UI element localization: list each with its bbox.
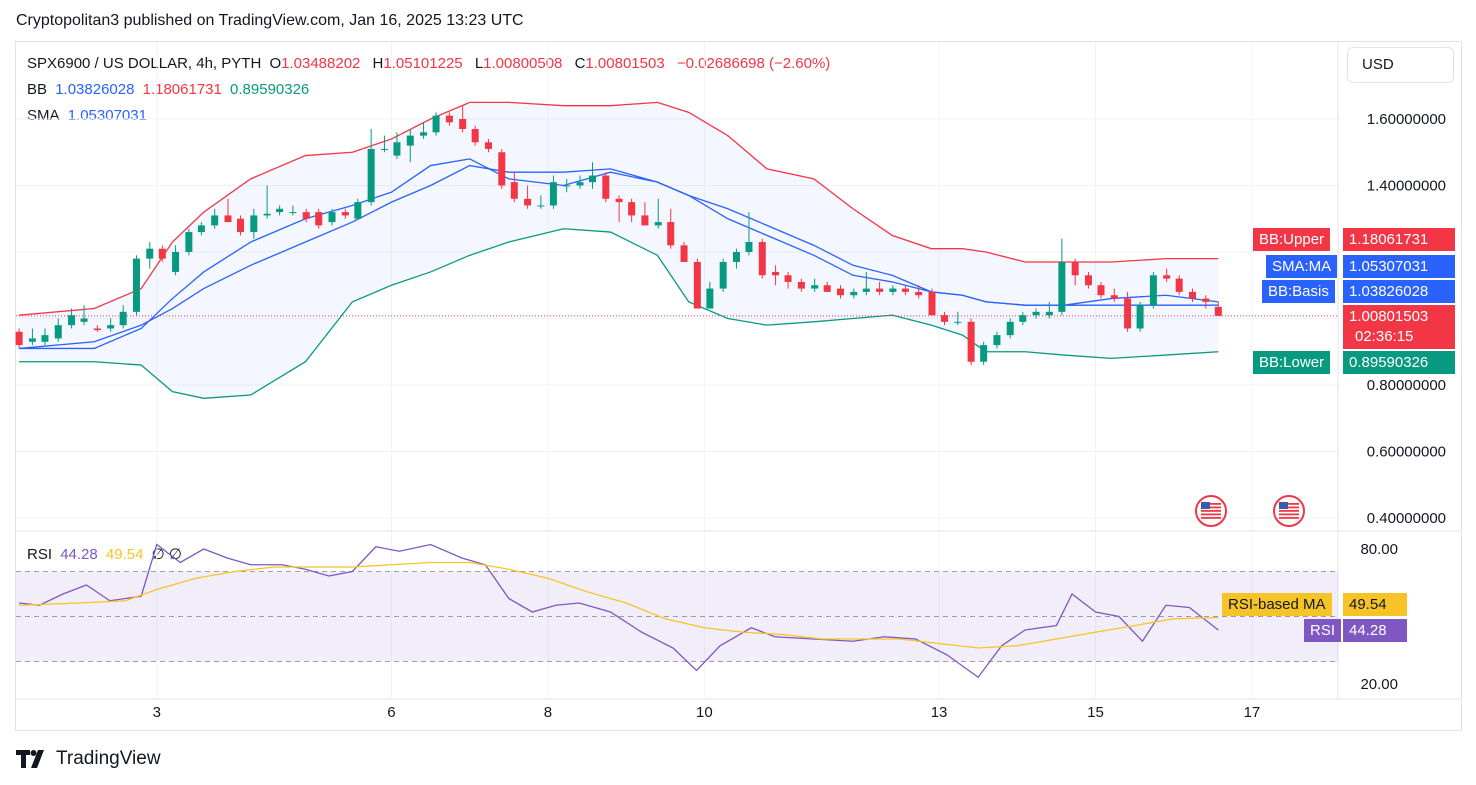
rsi-extra-values: ∅ ∅ — [151, 546, 182, 563]
bb-lower-value: 0.89590326 — [230, 81, 310, 98]
price-tag-value: 1.00801503 — [1349, 308, 1429, 325]
low-label: L — [474, 55, 484, 72]
bb-upper-tag-label: BB:Upper — [1253, 228, 1331, 251]
rsi-tag-value: 44.28 — [1343, 619, 1407, 642]
rsi-tag-label: RSI — [1304, 619, 1342, 642]
bb-basis-tag-label: BB:Basis — [1262, 280, 1335, 303]
rsi-value: 44.28 — [60, 546, 98, 563]
low-value: 1.00800508 — [483, 55, 563, 72]
open-value: 1.03488202 — [281, 55, 361, 72]
rsi-ma-tag-value: 49.54 — [1343, 593, 1407, 616]
rsi-ma-value: 49.54 — [105, 546, 144, 563]
bb-upper-value: 1.18061731 — [142, 81, 222, 98]
rsi-label: RSI — [27, 546, 53, 563]
symbol-name[interactable]: SPX6900 / US DOLLAR, 4h, PYTH — [27, 55, 262, 72]
bb-legend[interactable]: BB 1.03826028 1.18061731 0.89590326 — [27, 81, 313, 98]
bb-lower-tag-label: BB:Lower — [1253, 351, 1331, 374]
close-value: 1.00801503 — [585, 55, 665, 72]
sma-value: 1.05307031 — [67, 107, 147, 124]
chart-frame[interactable] — [15, 41, 1462, 731]
currency-button[interactable]: USD — [1347, 47, 1454, 83]
countdown: 02:36:15 — [1355, 328, 1414, 345]
sma-tag-label: SMA:MA — [1266, 255, 1338, 278]
tradingview-brand: TradingView — [56, 748, 161, 769]
published-caption: Cryptopolitan3 published on TradingView.… — [16, 12, 524, 29]
sma-label: SMA — [27, 107, 60, 124]
bb-lower-tag-value: 0.89590326 — [1343, 351, 1455, 374]
bb-label: BB — [27, 81, 48, 98]
high-value: 1.05101225 — [383, 55, 463, 72]
sma-tag-value: 1.05307031 — [1343, 255, 1455, 278]
close-label: C — [574, 55, 586, 72]
bb-basis-value: 1.03826028 — [55, 81, 135, 98]
symbol-legend: SPX6900 / US DOLLAR, 4h, PYTH O1.0348820… — [27, 55, 834, 72]
sma-legend[interactable]: SMA 1.05307031 — [27, 107, 151, 124]
tradingview-logo-icon — [16, 750, 44, 768]
rsi-legend[interactable]: RSI 44.28 49.54 ∅ ∅ — [27, 545, 186, 563]
change-value: −0.02686698 (−2.60%) — [676, 55, 831, 72]
bb-basis-tag-value: 1.03826028 — [1343, 280, 1455, 303]
high-label: H — [372, 55, 384, 72]
open-label: O — [269, 55, 282, 72]
bb-upper-tag-value: 1.18061731 — [1343, 228, 1455, 251]
rsi-ma-tag-label: RSI-based MA — [1222, 593, 1332, 616]
tradingview-logo[interactable]: TradingView — [16, 748, 161, 770]
price-tag: 1.00801503 02:36:15 — [1343, 305, 1455, 349]
